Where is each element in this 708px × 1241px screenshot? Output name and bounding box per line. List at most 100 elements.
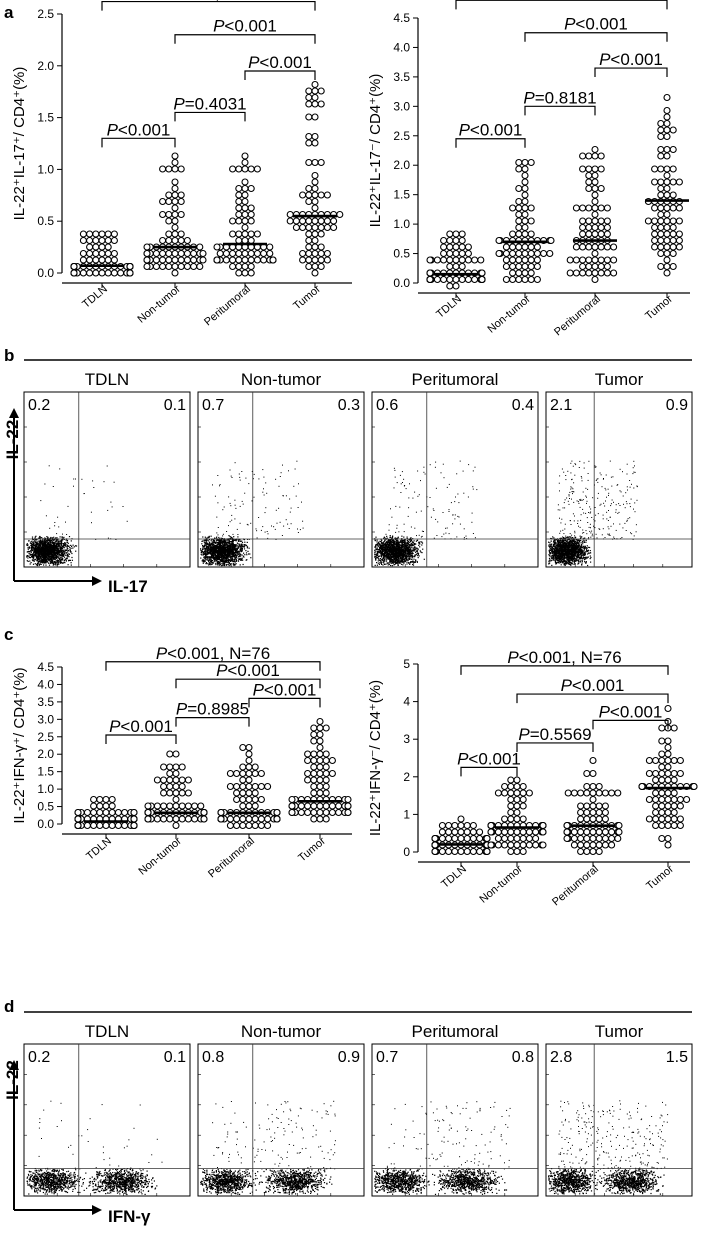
data-point — [246, 803, 252, 809]
event-dot — [48, 540, 49, 541]
data-point — [676, 231, 682, 237]
event-dot — [234, 545, 235, 546]
y-axis-label: IL-22⁺IFN-γ⁻/ CD4⁺(%) — [367, 680, 384, 836]
significance-bracket: P<0.001 — [245, 53, 315, 80]
data-point — [274, 810, 280, 816]
event-dot — [208, 546, 209, 547]
x-tick-label: Tumor — [296, 835, 328, 865]
data-point — [659, 823, 665, 829]
event-dot — [408, 560, 409, 561]
data-point — [317, 745, 323, 751]
event-dot — [213, 550, 214, 551]
data-point — [305, 751, 311, 757]
data-point — [653, 777, 659, 783]
data-point — [80, 238, 86, 244]
data-point — [289, 810, 295, 816]
bracket-line — [106, 735, 176, 744]
data-point — [178, 264, 184, 270]
data-point — [236, 199, 242, 205]
data-point — [178, 251, 184, 257]
data-point — [510, 231, 516, 237]
data-point — [502, 790, 508, 796]
data-point — [317, 790, 323, 796]
event-dot — [205, 551, 206, 552]
p-value-text: <0.001, N=76 — [516, 0, 619, 1]
data-point — [306, 114, 312, 120]
data-point — [172, 153, 178, 159]
event-dot — [66, 546, 67, 547]
y-tick-label: 4.5 — [393, 11, 410, 25]
event-dot — [207, 563, 208, 564]
data-point — [658, 166, 664, 172]
data-point — [441, 251, 447, 257]
data-point — [598, 218, 604, 224]
data-point — [317, 758, 323, 764]
data-point — [252, 784, 258, 790]
significance-bracket: P<0.001 — [517, 676, 668, 703]
significance-bracket: P<0.001 — [595, 50, 667, 77]
data-point — [306, 257, 312, 263]
data-point — [111, 238, 117, 244]
event-dot — [234, 556, 235, 557]
data-point — [516, 270, 522, 276]
data-point — [93, 238, 99, 244]
x-tick-label: Non-tumor — [136, 835, 184, 878]
p-value-label: P<0.001 — [599, 702, 663, 721]
event-dot — [234, 518, 235, 519]
event-dot — [123, 506, 124, 507]
data-point — [185, 816, 191, 822]
data-point — [659, 803, 665, 809]
data-point — [242, 231, 248, 237]
event-dot — [58, 558, 59, 559]
data-point — [80, 270, 86, 276]
data-point — [586, 166, 592, 172]
event-dot — [218, 554, 219, 555]
data-point — [317, 803, 323, 809]
data-point — [477, 849, 483, 855]
data-point — [439, 849, 445, 855]
data-point — [653, 771, 659, 777]
event-dot — [225, 547, 226, 548]
event-dot — [225, 560, 226, 561]
event-dot — [228, 554, 229, 555]
event-dot — [238, 540, 239, 541]
data-point — [153, 264, 159, 270]
event-dot — [31, 543, 32, 544]
data-point — [111, 270, 117, 276]
data-point — [658, 212, 664, 218]
data-point — [305, 810, 311, 816]
data-point — [464, 823, 470, 829]
event-dot — [212, 484, 213, 485]
y-tick-label: 2.0 — [393, 158, 410, 172]
data-point — [510, 251, 516, 257]
data-point — [677, 816, 683, 822]
data-point — [508, 816, 514, 822]
bracket-line — [175, 112, 245, 121]
data-point — [664, 121, 670, 127]
data-point — [528, 231, 534, 237]
bracket-line — [595, 68, 667, 77]
event-dot — [216, 545, 217, 546]
data-point — [99, 238, 105, 244]
event-dot — [52, 554, 53, 555]
y-tick-label: 4.0 — [37, 677, 54, 691]
significance-bracket: P=0.5569 — [517, 725, 593, 752]
data-point — [230, 251, 236, 257]
event-dot — [244, 493, 245, 494]
data-point — [184, 257, 190, 263]
data-point — [324, 192, 330, 198]
data-point — [604, 231, 610, 237]
event-dot — [247, 547, 248, 548]
data-point — [522, 231, 528, 237]
event-dot — [205, 558, 206, 559]
data-point — [652, 238, 658, 244]
event-dot — [67, 540, 68, 541]
y-tick-label: 2 — [403, 770, 410, 784]
event-dot — [49, 555, 50, 556]
data-point — [91, 810, 97, 816]
data-point — [252, 797, 258, 803]
event-dot — [204, 540, 205, 541]
event-dot — [243, 504, 244, 505]
data-point — [172, 192, 178, 198]
event-dot — [52, 547, 53, 548]
